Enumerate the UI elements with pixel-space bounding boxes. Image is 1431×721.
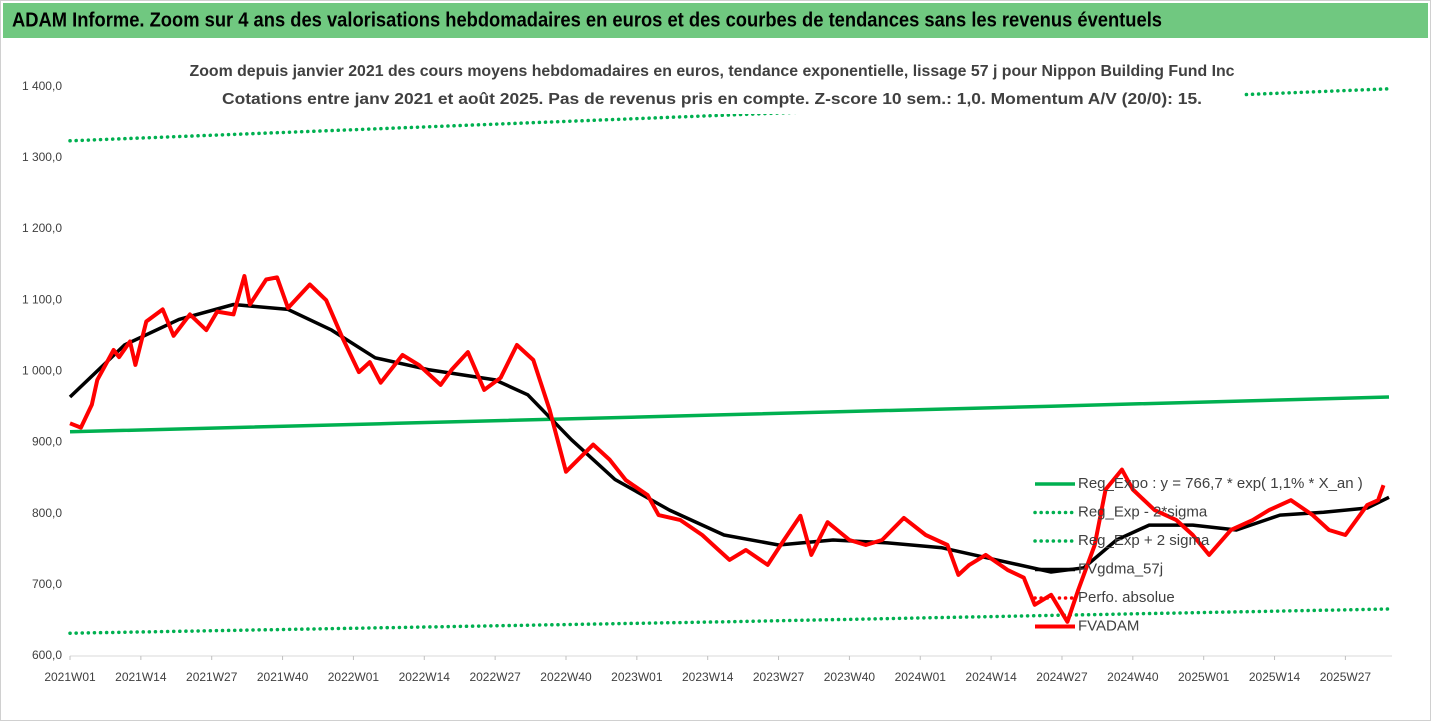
title-bg — [182, 56, 1244, 114]
x-tick-label: 2025W01 — [1178, 670, 1230, 684]
x-tick-label: 2021W27 — [186, 670, 238, 684]
y-tick-label: 1 400,0 — [22, 79, 62, 93]
x-tick-label: 2023W40 — [824, 670, 876, 684]
legend-label: Perfo. absolue — [1078, 589, 1175, 606]
legend-label: Reg_Expo : y = 766,7 * exp( 1,1% * X_an … — [1078, 475, 1363, 492]
y-tick-label: 700,0 — [32, 577, 62, 591]
x-tick-label: 2024W27 — [1036, 670, 1088, 684]
legend-label: Reg_Exp - 2*sigma — [1078, 503, 1208, 520]
legend: Reg_Expo : y = 766,7 * exp( 1,1% * X_an … — [1033, 475, 1363, 634]
y-tick-label: 1 300,0 — [22, 150, 62, 164]
x-tick-label: 2023W27 — [753, 670, 805, 684]
x-tick-label: 2022W40 — [540, 670, 592, 684]
banner-bg — [3, 3, 1428, 38]
x-tick-label: 2022W27 — [469, 670, 521, 684]
legend-label: FVgdma_57j — [1078, 560, 1163, 577]
banner: ADAM Informe. Zoom sur 4 ans des valoris… — [12, 9, 1162, 31]
x-tick-label: 2024W01 — [895, 670, 947, 684]
y-tick-label: 1 100,0 — [22, 292, 62, 306]
y-tick-label: 900,0 — [32, 435, 62, 449]
y-tick-label: 1 200,0 — [22, 221, 62, 235]
y-tick-label: 600,0 — [32, 648, 62, 662]
x-tick-label: 2024W14 — [965, 670, 1017, 684]
x-tick-label: 2021W14 — [115, 670, 167, 684]
legend-label: FVADAM — [1078, 617, 1139, 634]
y-tick-label: 1 000,0 — [22, 364, 62, 378]
series-line — [68, 87, 1391, 143]
x-tick-label: 2025W14 — [1249, 670, 1301, 684]
x-tick-label: 2021W01 — [44, 670, 96, 684]
chart-subtitle: Cotations entre janv 2021 et août 2025. … — [222, 91, 1202, 108]
chart-title: Zoom depuis janvier 2021 des cours moyen… — [190, 63, 1235, 80]
x-tick-label: 2024W40 — [1107, 670, 1159, 684]
y-tick-label: 800,0 — [32, 506, 62, 520]
x-tick-label: 2022W14 — [399, 670, 451, 684]
legend-label: Reg_Exp + 2 sigma — [1078, 532, 1210, 549]
series-line — [69, 274, 1386, 624]
x-tick-label: 2022W01 — [328, 670, 380, 684]
series-line — [69, 395, 1390, 434]
x-tick-label: 2025W27 — [1320, 670, 1372, 684]
plot: 600,0 700,0 800,0 900,0 1 000,0 1 100,0 1 200,… — [22, 79, 1392, 684]
x-tick-label: 2021W40 — [257, 670, 309, 684]
x-tick-label: 2023W14 — [682, 670, 734, 684]
series-line — [68, 607, 1391, 635]
x-tick-label: 2023W01 — [611, 670, 663, 684]
